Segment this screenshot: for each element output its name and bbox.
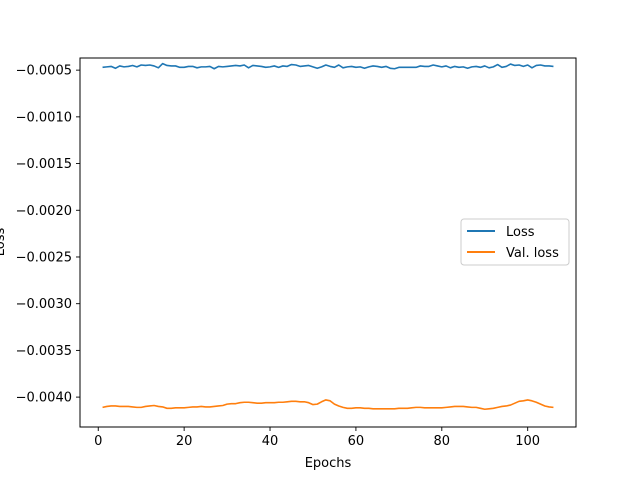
x-tick-label: 20 [176, 434, 193, 449]
legend-label-loss: Loss [506, 225, 535, 240]
legend-label-val-loss: Val. loss [506, 246, 559, 261]
legend: Loss Val. loss [460, 218, 570, 266]
series-line-val-loss [102, 399, 554, 411]
x-tick-label: 80 [434, 434, 451, 449]
y-tick-label: −0.0010 [16, 110, 72, 125]
y-tick-label: −0.0030 [16, 297, 72, 312]
x-tick-label: 40 [262, 434, 279, 449]
x-tick-label: 60 [348, 434, 365, 449]
x-tick-label: 100 [515, 434, 540, 449]
y-tick-label: −0.0025 [16, 250, 72, 265]
series-line-loss [102, 62, 554, 70]
y-tick-label: −0.0005 [16, 64, 72, 79]
y-axis-label: Loss [0, 228, 8, 257]
y-tick-label: −0.0020 [16, 204, 72, 219]
y-tick-label: −0.0015 [16, 157, 72, 172]
series-layer [102, 62, 554, 411]
y-axis-ticks: −0.0005 −0.0010 −0.0015 −0.0020 −0.0025 −0.00… [16, 64, 80, 406]
plot-area-frame [79, 57, 577, 428]
x-tick-label: 0 [94, 434, 102, 449]
y-tick-label: −0.0040 [16, 391, 72, 406]
y-tick-label: −0.0035 [16, 344, 72, 359]
x-axis-ticks: 0 20 40 60 80 100 [94, 427, 540, 449]
x-axis-label: Epochs [305, 456, 352, 471]
